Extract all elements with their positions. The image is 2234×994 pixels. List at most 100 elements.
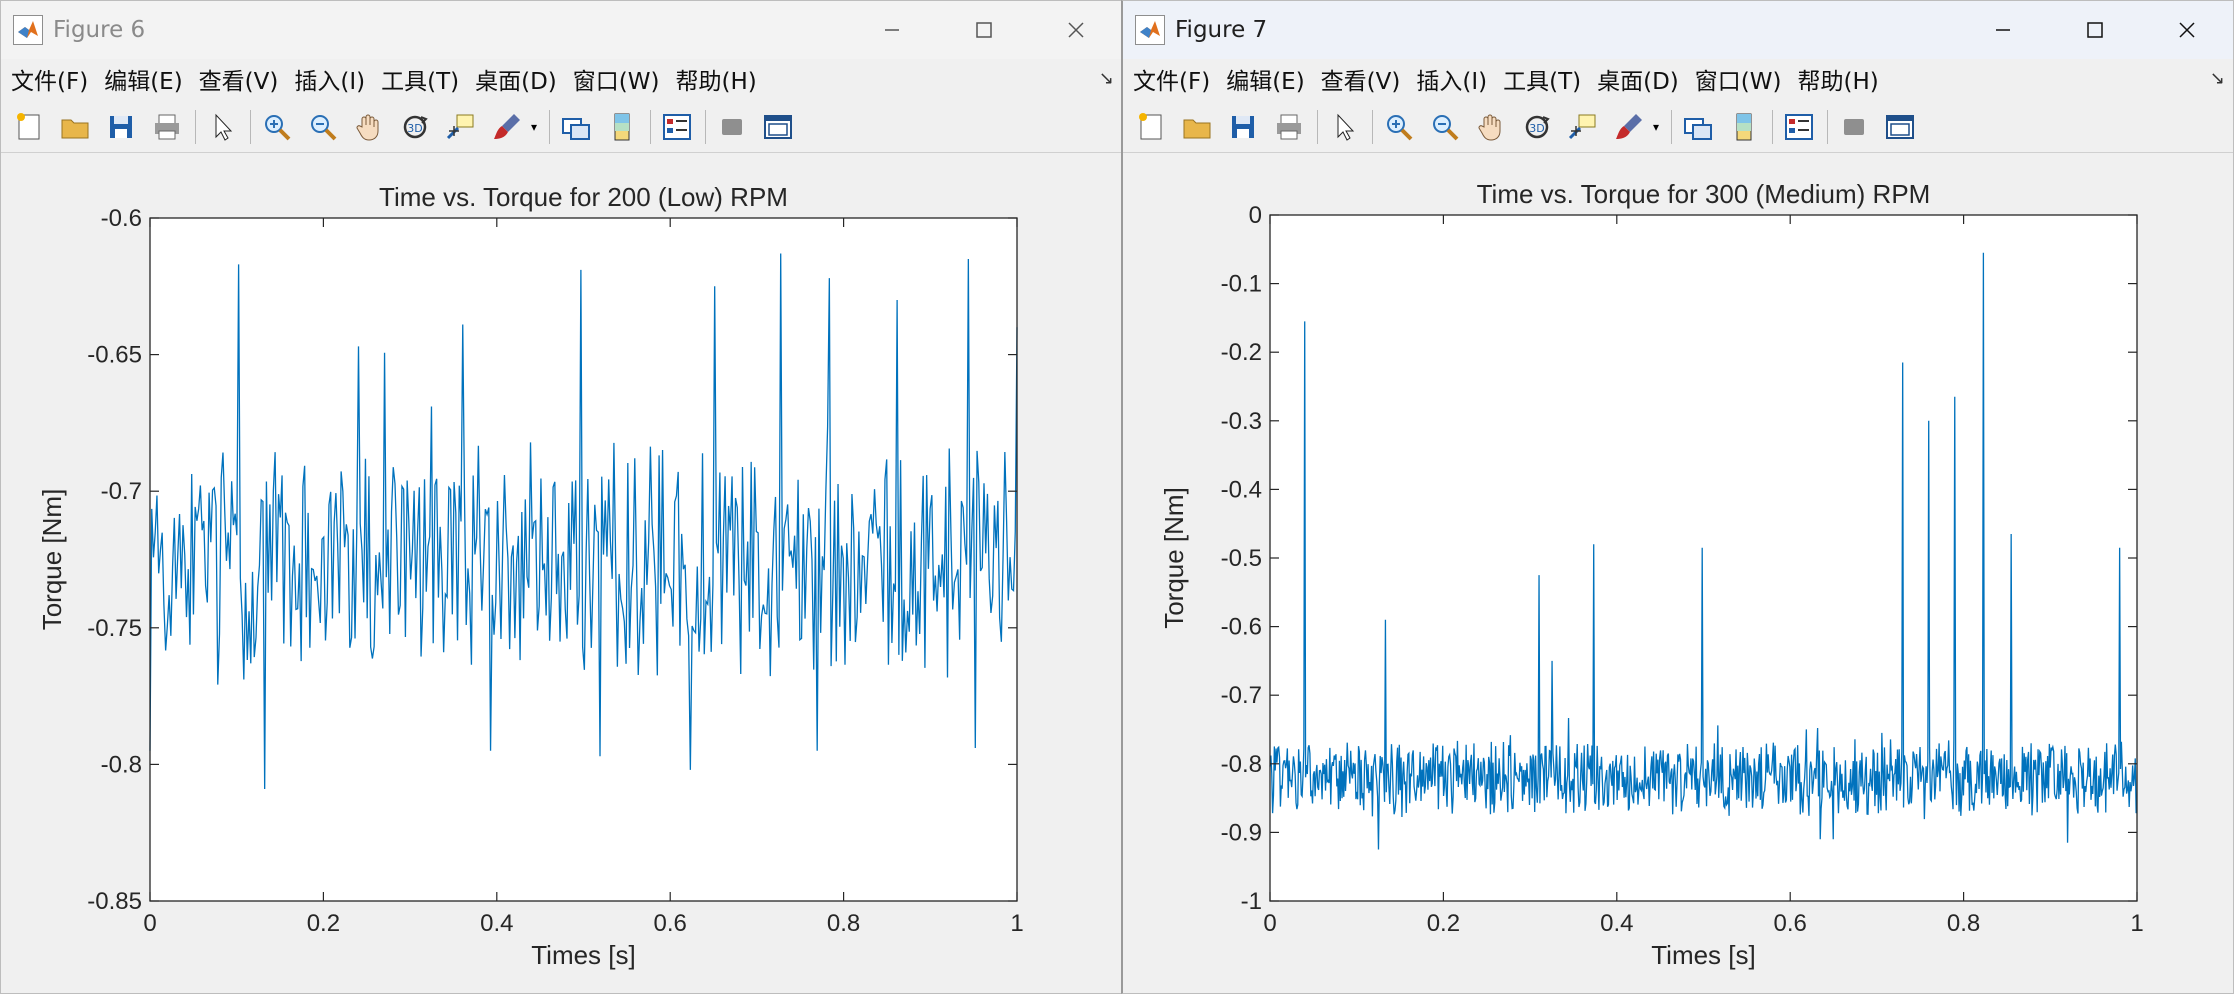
data-cursor-icon[interactable] (441, 107, 481, 147)
maximize-button[interactable] (938, 1, 1030, 59)
zoom-in-icon[interactable] (257, 107, 297, 147)
colorbar-icon[interactable] (1724, 107, 1764, 147)
menu-dock-arrow-icon[interactable]: ↘ (2209, 68, 2225, 89)
toolbar-separator (1827, 109, 1828, 144)
legend-icon[interactable] (1779, 107, 1819, 147)
open-file-icon[interactable] (1177, 107, 1217, 147)
save-icon[interactable] (101, 107, 141, 147)
chart-title: Time vs. Torque for 200 (Low) RPM (379, 182, 788, 212)
y-tick-label: -0.3 (1221, 408, 1262, 435)
window-title: Figure 7 (1175, 17, 1268, 43)
menu-insert[interactable]: 插入(I) (294, 69, 366, 95)
x-tick-label: 0.6 (654, 910, 687, 937)
zoom-out-icon[interactable] (1425, 107, 1465, 147)
print-icon[interactable] (1269, 107, 1309, 147)
dock-icon[interactable] (758, 107, 798, 147)
menu-tools[interactable]: 工具(T) (1503, 69, 1582, 95)
hide-tools-icon[interactable] (712, 107, 752, 147)
toolbar-separator (1671, 109, 1672, 144)
menu-bar: 文件(F) 编辑(E) 查看(V) 插入(I) 工具(T) 桌面(D) 窗口(W… (1, 59, 1122, 99)
menu-file[interactable]: 文件(F) (1133, 69, 1211, 95)
y-tick-label: -1 (1241, 888, 1262, 915)
save-icon[interactable] (1223, 107, 1263, 147)
figure-6-window[interactable]: Figure 6 文件(F) 编辑(E) 查看(V) 插入(I) 工具(T) 桌… (0, 0, 1123, 994)
y-tick-label: -0.5 (1221, 545, 1262, 572)
figure-canvas[interactable]: 0 0.2 0.4 0.6 0.8 1 -0.85 -0.8 -0.75 -0.7 -0.65 -0.… (1, 154, 1122, 993)
menu-window[interactable]: 窗口(W) (1694, 69, 1782, 95)
minimize-button[interactable] (1957, 1, 2049, 59)
y-tick-label: -0.8 (1221, 751, 1262, 778)
select-arrow-icon[interactable] (202, 107, 242, 147)
new-figure-icon[interactable] (1131, 107, 1171, 147)
figure-canvas[interactable]: 0 0.2 0.4 0.6 0.8 1 -1 -0.9 -0.8 -0.7 -0.6 -0.5 -0.4… (1123, 154, 2233, 993)
toolbar-separator (549, 109, 550, 144)
menu-help[interactable]: 帮助(H) (675, 69, 757, 95)
chart-figure-6[interactable]: 0 0.2 0.4 0.6 0.8 1 -0.85 -0.8 -0.75 -0.7 -0.65 -0.… (1, 154, 1122, 994)
x-tick-label: 1 (1010, 910, 1023, 937)
menu-edit[interactable]: 编辑(E) (104, 69, 183, 95)
y-tick-label: -0.8 (101, 751, 142, 778)
menu-view[interactable]: 查看(V) (198, 69, 279, 95)
link-plot-icon[interactable] (1678, 107, 1718, 147)
toolbar-separator (1372, 109, 1373, 144)
x-tick-label: 0 (143, 910, 156, 937)
menu-help[interactable]: 帮助(H) (1797, 69, 1879, 95)
y-tick-label: -0.2 (1221, 339, 1262, 366)
title-bar[interactable]: Figure 6 (1, 1, 1122, 59)
close-button[interactable] (2141, 1, 2233, 59)
matlab-icon (13, 15, 43, 45)
brush-dropdown-arrow-icon[interactable]: ▾ (1652, 119, 1660, 134)
legend-icon[interactable] (657, 107, 697, 147)
colorbar-icon[interactable] (602, 107, 642, 147)
new-figure-icon[interactable] (9, 107, 49, 147)
y-tick-label: -0.6 (101, 205, 142, 232)
y-tick-label: -0.85 (87, 888, 142, 915)
y-tick-label: -0.9 (1221, 819, 1262, 846)
brush-icon[interactable] (1609, 107, 1649, 147)
x-tick-label: 0.8 (827, 910, 860, 937)
y-tick-label: -0.7 (1221, 682, 1262, 709)
x-axis-label: Times [s] (1651, 940, 1755, 970)
close-button[interactable] (1030, 1, 1122, 59)
x-tick-label: 0.4 (1600, 910, 1633, 937)
dock-icon[interactable] (1880, 107, 1920, 147)
zoom-in-icon[interactable] (1379, 107, 1419, 147)
open-file-icon[interactable] (55, 107, 95, 147)
figure-toolbar: 3D ▾ (1, 101, 1122, 153)
brush-icon[interactable] (487, 107, 527, 147)
maximize-button[interactable] (2049, 1, 2141, 59)
hide-tools-icon[interactable] (1834, 107, 1874, 147)
menu-edit[interactable]: 编辑(E) (1226, 69, 1305, 95)
menu-tools[interactable]: 工具(T) (381, 69, 460, 95)
select-arrow-icon[interactable] (1324, 107, 1364, 147)
menu-desktop[interactable]: 桌面(D) (475, 69, 557, 95)
link-plot-icon[interactable] (556, 107, 596, 147)
window-title: Figure 6 (53, 17, 146, 43)
y-tick-label: 0 (1249, 202, 1262, 229)
torque-series-line[interactable] (1269, 252, 2138, 850)
print-icon[interactable] (147, 107, 187, 147)
menu-dock-arrow-icon[interactable]: ↘ (1098, 68, 1114, 89)
figure-7-window[interactable]: Figure 7 文件(F) 编辑(E) 查看(V) 插入(I) 工具(T) 桌… (1121, 0, 2234, 994)
menu-desktop[interactable]: 桌面(D) (1597, 69, 1679, 95)
y-tick-label: -0.7 (101, 478, 142, 505)
data-cursor-icon[interactable] (1563, 107, 1603, 147)
menu-window[interactable]: 窗口(W) (572, 69, 660, 95)
chart-figure-7[interactable]: 0 0.2 0.4 0.6 0.8 1 -1 -0.9 -0.8 -0.7 -0.6 -0.5 -0.4… (1123, 154, 2234, 994)
zoom-out-icon[interactable] (303, 107, 343, 147)
x-tick-label: 0.2 (1427, 910, 1460, 937)
menu-file[interactable]: 文件(F) (11, 69, 89, 95)
pan-hand-icon[interactable] (349, 107, 389, 147)
rotate-3d-icon[interactable]: 3D (1517, 107, 1557, 147)
title-bar[interactable]: Figure 7 (1123, 1, 2233, 59)
minimize-button[interactable] (846, 1, 938, 59)
rotate-3d-icon[interactable]: 3D (395, 107, 435, 147)
pan-hand-icon[interactable] (1471, 107, 1511, 147)
y-axis-label: Torque [Nm] (1159, 487, 1189, 629)
brush-dropdown-arrow-icon[interactable]: ▾ (530, 119, 538, 134)
y-axis-label: Torque [Nm] (37, 489, 67, 631)
menu-view[interactable]: 查看(V) (1320, 69, 1401, 95)
menu-insert[interactable]: 插入(I) (1416, 69, 1488, 95)
torque-series-line[interactable] (149, 253, 1018, 789)
x-tick-label: 0.6 (1774, 910, 1807, 937)
